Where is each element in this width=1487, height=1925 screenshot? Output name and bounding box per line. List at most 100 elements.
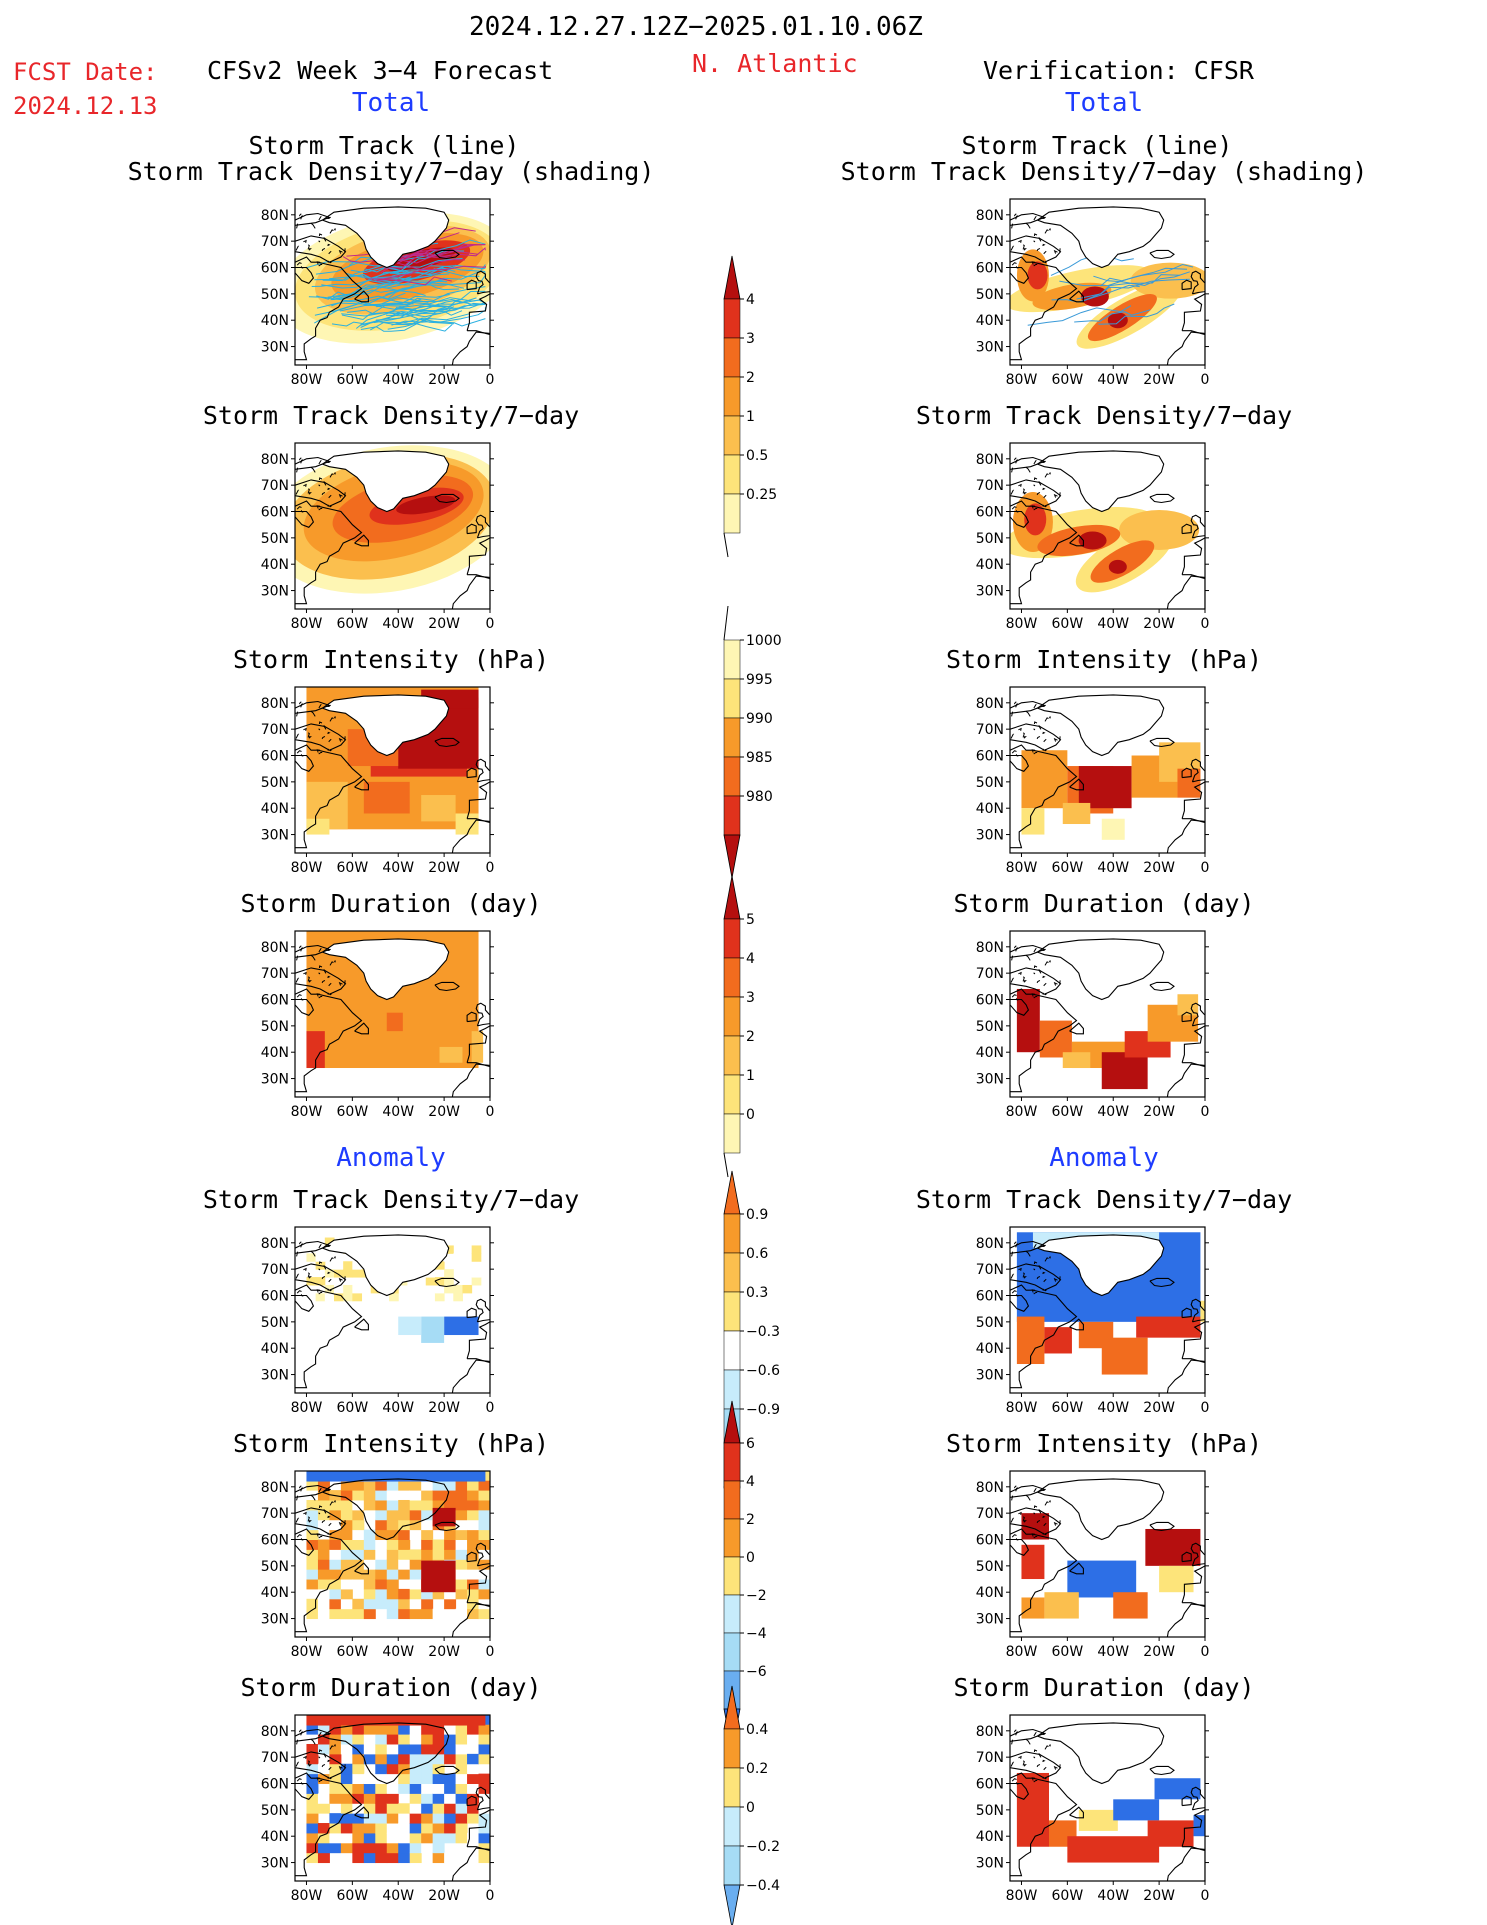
section-anomaly-verification: Anomaly — [1049, 1143, 1159, 1173]
lat-tick-label: 50N — [261, 775, 289, 791]
lat-tick-label: 60N — [261, 261, 289, 277]
lat-tick-label: 30N — [976, 584, 1004, 600]
lat-tick-label: 50N — [976, 531, 1004, 547]
lon-tick-label: 60W — [1052, 372, 1084, 388]
lat-tick-label: 70N — [976, 966, 1004, 982]
lon-tick-label: 60W — [1052, 1104, 1084, 1120]
lon-tick-label: 0 — [486, 860, 495, 876]
lon-tick-label: 40W — [382, 1104, 414, 1120]
colorbar-label: 1 — [746, 1068, 755, 1084]
lat-tick-label: 50N — [976, 287, 1004, 303]
lat-tick-label: 70N — [976, 1750, 1004, 1766]
lon-tick-label: 80W — [291, 1400, 323, 1416]
lat-tick-label: 60N — [976, 1777, 1004, 1793]
colorbar-label: 0 — [746, 1800, 755, 1816]
verification-title: Verification: CFSR — [983, 56, 1254, 85]
colorbar-label: 0.25 — [746, 487, 777, 503]
lat-tick-label: 50N — [976, 1803, 1004, 1819]
lat-tick-label: 80N — [976, 696, 1004, 712]
lon-tick-label: 60W — [337, 1104, 369, 1120]
lat-tick-label: 80N — [976, 940, 1004, 956]
lat-tick-label: 40N — [261, 1045, 289, 1061]
lat-tick-label: 70N — [261, 234, 289, 250]
colorbar-label: 0 — [746, 1107, 755, 1123]
lat-tick-label: 50N — [976, 775, 1004, 791]
lat-tick-label: 60N — [976, 1289, 1004, 1305]
lon-tick-label: 60W — [337, 1888, 369, 1904]
vf-panel7-title: Storm Duration (day) — [953, 1673, 1255, 1702]
lon-tick-label: 80W — [1006, 860, 1038, 876]
colorbar-label: 0.4 — [746, 1722, 768, 1738]
lat-tick-label: 40N — [261, 1341, 289, 1357]
colorbar-label: −4 — [746, 1626, 767, 1642]
colorbar-label: 5 — [746, 912, 755, 928]
lon-tick-label: 0 — [1201, 1888, 1210, 1904]
fc-panel7-title: Storm Duration (day) — [240, 1673, 542, 1702]
colorbar-duration: 5 4 3 2 1 0 — [723, 875, 755, 1178]
lon-tick-label: 80W — [291, 860, 323, 876]
colorbar-label: 0 — [746, 1550, 755, 1566]
lon-tick-label: 40W — [1097, 372, 1129, 388]
fc-panel1-title-shading: Storm Track Density/7−day (shading) — [127, 157, 655, 186]
lat-tick-label: 60N — [976, 749, 1004, 765]
date-range-title: 2024.12.27.12Z−2025.01.10.06Z — [469, 12, 923, 42]
lat-tick-label: 60N — [261, 1777, 289, 1793]
lat-tick-label: 40N — [976, 1829, 1004, 1845]
lat-tick-label: 30N — [976, 1612, 1004, 1628]
lat-tick-label: 80N — [261, 1480, 289, 1496]
colorbar-label: −0.2 — [746, 1839, 780, 1855]
colorbar-label: −0.4 — [746, 1878, 780, 1894]
lat-tick-label: 70N — [261, 1506, 289, 1522]
colorbar-label: 3 — [746, 331, 755, 347]
lon-tick-label: 60W — [1052, 860, 1084, 876]
colorbar-label: −0.3 — [746, 1324, 780, 1340]
colorbar-label: −6 — [746, 1664, 767, 1680]
fc-panel6-title: Storm Intensity (hPa) — [232, 1429, 550, 1458]
colorbar-label: 2 — [746, 370, 755, 386]
lon-tick-label: 40W — [382, 1644, 414, 1660]
lon-tick-label: 40W — [382, 860, 414, 876]
colorbar-label: 4 — [746, 292, 755, 308]
colorbar-label: 0.6 — [746, 1246, 768, 1262]
lat-tick-label: 50N — [976, 1559, 1004, 1575]
lon-tick-label: 60W — [1052, 1400, 1084, 1416]
lat-tick-label: 80N — [976, 452, 1004, 468]
lon-tick-label: 60W — [1052, 616, 1084, 632]
fcst-date-label: FCST Date: — [13, 58, 158, 86]
lat-tick-label: 30N — [261, 340, 289, 356]
lon-tick-label: 40W — [1097, 1644, 1129, 1660]
lon-tick-label: 80W — [1006, 616, 1038, 632]
lat-tick-label: 70N — [261, 722, 289, 738]
lon-tick-label: 0 — [486, 1644, 495, 1660]
lat-tick-label: 80N — [261, 940, 289, 956]
colorbar-intensity: 1000 995 990 985 980 — [723, 605, 782, 879]
lat-tick-label: 80N — [976, 208, 1004, 224]
lat-tick-label: 40N — [976, 313, 1004, 329]
lon-tick-label: 20W — [1143, 372, 1175, 388]
lon-tick-label: 0 — [1201, 372, 1210, 388]
lon-tick-label: 40W — [382, 1888, 414, 1904]
lon-tick-label: 20W — [1143, 1644, 1175, 1660]
model-title: CFSv2 Week 3−4 Forecast — [207, 56, 554, 85]
lon-tick-label: 20W — [428, 1104, 460, 1120]
lat-tick-label: 30N — [261, 1612, 289, 1628]
colorbar-label: 0.5 — [746, 448, 768, 464]
lat-tick-label: 80N — [261, 208, 289, 224]
lat-tick-label: 40N — [261, 1585, 289, 1601]
lon-tick-label: 0 — [1201, 1104, 1210, 1120]
section-total-forecast: Total — [351, 88, 431, 118]
lat-tick-label: 30N — [261, 1368, 289, 1384]
lat-tick-label: 70N — [261, 1750, 289, 1766]
colorbar-label: 995 — [746, 672, 773, 688]
lat-tick-label: 60N — [976, 505, 1004, 521]
lon-tick-label: 20W — [428, 1400, 460, 1416]
lat-tick-label: 50N — [976, 1019, 1004, 1035]
lat-tick-label: 40N — [261, 313, 289, 329]
lat-tick-label: 70N — [261, 1262, 289, 1278]
